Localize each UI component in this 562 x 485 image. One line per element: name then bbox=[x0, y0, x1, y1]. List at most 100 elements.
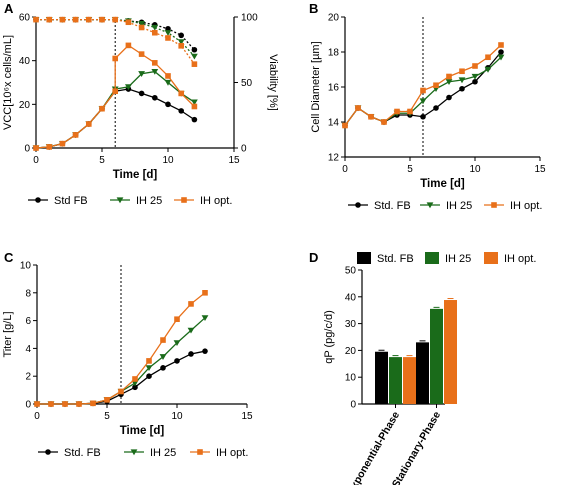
y-tick-label: 14 bbox=[328, 118, 340, 129]
data-point-ih25 bbox=[125, 84, 132, 91]
y-tick-label: 12 bbox=[328, 153, 340, 164]
data-point-ih25 bbox=[138, 20, 145, 27]
y2-tick-label: 0 bbox=[241, 144, 247, 155]
data-point-ihopt bbox=[165, 73, 171, 79]
data-point-ih25 bbox=[484, 66, 492, 73]
data-point-ihopt bbox=[132, 376, 138, 382]
data-point-ihopt bbox=[152, 29, 158, 36]
data-point-std bbox=[174, 358, 180, 364]
y-tick-label: 30 bbox=[345, 319, 357, 330]
legend-label-ih25: IH 25 bbox=[150, 447, 176, 459]
legend-label-ih25: IH 25 bbox=[446, 200, 472, 212]
y-tick-label: 18 bbox=[328, 48, 340, 59]
data-point-ihopt bbox=[178, 90, 184, 97]
y-tick-label: 20 bbox=[345, 346, 357, 357]
data-point-std bbox=[202, 348, 208, 354]
data-point-ihopt bbox=[118, 388, 124, 395]
data-point-std bbox=[459, 85, 465, 92]
data-point-std bbox=[132, 384, 138, 391]
y2-tick-label: 100 bbox=[241, 13, 258, 24]
data-point-ihopt bbox=[433, 82, 439, 89]
data-point-ihopt bbox=[355, 105, 361, 111]
legend-marker-ihopt bbox=[491, 202, 497, 208]
data-point-ihopt bbox=[138, 24, 145, 31]
data-point-ih25 bbox=[458, 77, 466, 84]
legend-swatch-ih25 bbox=[425, 252, 439, 264]
data-point-std bbox=[178, 108, 184, 114]
y-tick-label: 60 bbox=[19, 13, 31, 24]
data-point-ihopt bbox=[34, 401, 40, 407]
data-point-ihopt bbox=[188, 301, 194, 307]
legend-label-ih25: IH 25 bbox=[445, 253, 471, 265]
legend-swatch-std bbox=[357, 252, 371, 264]
y-axis-label: VCC[10⁶x cells/mL] bbox=[2, 35, 14, 130]
data-point-ihopt bbox=[72, 132, 79, 138]
data-point-ihopt bbox=[76, 401, 82, 407]
data-point-ihopt bbox=[46, 16, 52, 23]
x-axis-label: Time [d] bbox=[420, 178, 465, 190]
data-point-ih25 bbox=[187, 327, 195, 334]
data-point-ih25 bbox=[173, 340, 181, 347]
data-point-ih25 bbox=[145, 365, 153, 372]
legend-swatch-ihopt bbox=[484, 252, 498, 264]
data-point-ihopt bbox=[394, 108, 400, 115]
data-point-ihopt bbox=[498, 42, 504, 48]
legend-label-ih25: IH 25 bbox=[136, 195, 162, 207]
data-point-std bbox=[138, 90, 145, 97]
data-point-ihopt bbox=[472, 63, 478, 69]
data-point-ihopt bbox=[420, 87, 426, 94]
data-point-ihopt bbox=[90, 400, 96, 407]
data-point-ihopt bbox=[407, 108, 413, 115]
legend-label-std: Std. FB bbox=[377, 253, 414, 265]
data-point-ihopt bbox=[174, 316, 180, 323]
data-point-ihopt bbox=[62, 401, 68, 407]
data-point-ih25 bbox=[201, 315, 209, 322]
data-point-ihopt bbox=[342, 122, 348, 129]
legend-label-ihopt: IH opt. bbox=[504, 253, 536, 265]
data-point-ihopt bbox=[138, 51, 145, 57]
bar-std bbox=[416, 342, 429, 404]
data-point-ih25 bbox=[131, 380, 139, 387]
legend-label-std: Std. FB bbox=[64, 447, 101, 459]
y-tick-label: 4 bbox=[25, 344, 31, 355]
data-point-ihopt bbox=[446, 73, 452, 80]
x-axis-label: Time [d] bbox=[113, 169, 158, 181]
data-point-ih25 bbox=[471, 73, 479, 80]
x-tick-label: 15 bbox=[534, 164, 546, 175]
y-tick-label: 40 bbox=[345, 292, 357, 303]
y-tick-label: 40 bbox=[19, 56, 31, 67]
data-point-ihopt bbox=[59, 16, 66, 23]
data-point-ih25 bbox=[164, 79, 172, 86]
bar-std bbox=[375, 351, 388, 404]
data-point-ih25 bbox=[445, 79, 453, 85]
legend-marker-ih25 bbox=[130, 449, 138, 456]
y-axis-label: Cell Diameter [µm] bbox=[310, 41, 322, 132]
bar-ih25 bbox=[389, 357, 402, 404]
data-point-ihopt bbox=[86, 16, 92, 23]
data-point-ihopt bbox=[125, 42, 132, 49]
legend-label-std: Std. FB bbox=[374, 200, 411, 212]
legend-marker-ihopt bbox=[181, 197, 187, 203]
y2-axis-label: Viability [%] bbox=[267, 54, 279, 111]
data-point-std bbox=[433, 105, 439, 111]
data-point-ih25 bbox=[191, 53, 198, 60]
y2-tick-label: 50 bbox=[241, 78, 253, 89]
legend-marker-ihopt bbox=[197, 449, 203, 455]
data-point-ihopt bbox=[202, 290, 208, 296]
x-tick-label: 10 bbox=[171, 411, 183, 422]
x-category-label: Exponential-Phase bbox=[345, 409, 402, 485]
data-point-ihopt bbox=[146, 358, 152, 364]
data-point-ihopt bbox=[86, 121, 92, 127]
data-point-std bbox=[191, 116, 198, 123]
legend-label-ihopt: IH opt. bbox=[200, 195, 232, 207]
x-tick-label: 5 bbox=[407, 164, 413, 175]
x-tick-label: 0 bbox=[33, 155, 39, 166]
panel-label-c: C bbox=[4, 250, 14, 265]
panel-label-d: D bbox=[309, 250, 318, 265]
data-point-ihopt bbox=[178, 43, 184, 49]
data-point-ihopt bbox=[112, 88, 118, 95]
data-point-ihopt bbox=[191, 103, 198, 110]
data-point-ih25 bbox=[497, 54, 505, 61]
data-point-std bbox=[146, 373, 152, 380]
data-point-std bbox=[191, 46, 198, 53]
